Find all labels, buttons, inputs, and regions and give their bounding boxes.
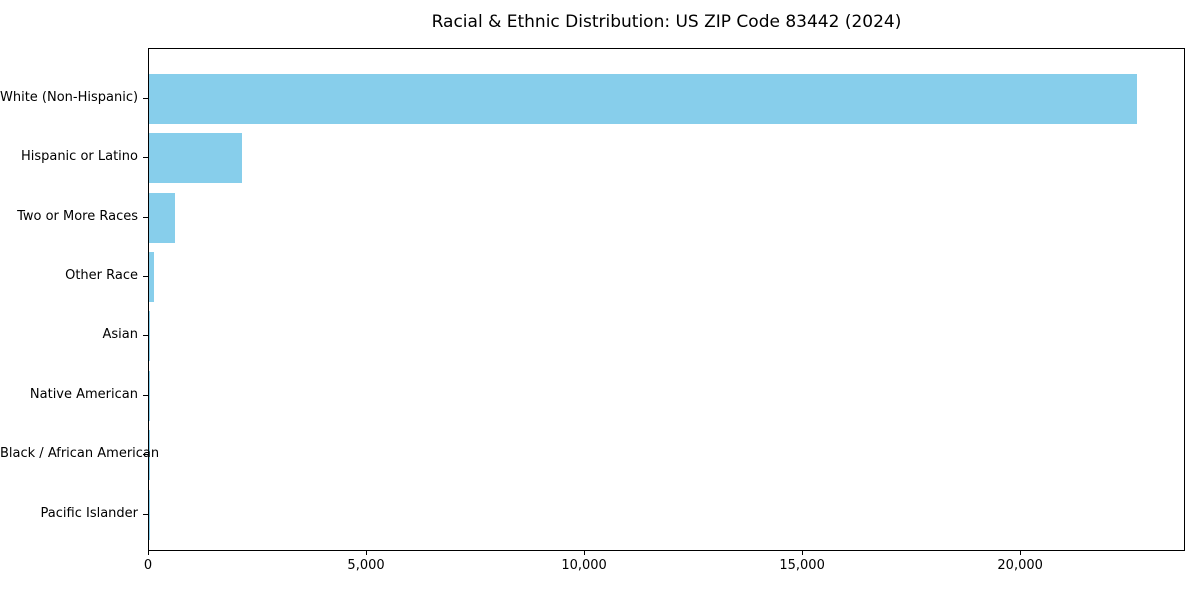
y-tick-mark <box>143 157 148 159</box>
chart-title: Racial & Ethnic Distribution: US ZIP Cod… <box>431 12 902 32</box>
bar <box>149 192 176 243</box>
y-tick-label: Pacific Islander <box>40 505 138 521</box>
x-tick-mark <box>148 551 149 555</box>
y-tick-label: Black / African American <box>0 446 160 462</box>
x-tick-mark <box>366 551 368 555</box>
y-tick-label: Native American <box>29 386 138 402</box>
bar <box>149 73 1137 124</box>
bar <box>149 370 150 421</box>
y-tick-mark <box>143 454 148 456</box>
bar <box>149 251 155 302</box>
y-tick-mark <box>143 275 148 277</box>
y-tick-mark <box>143 97 148 99</box>
bar <box>149 311 151 362</box>
bar <box>149 133 242 184</box>
y-tick-mark <box>143 216 148 218</box>
y-tick-mark <box>143 394 148 396</box>
y-tick-label: Other Race <box>65 267 138 283</box>
x-tick-mark <box>1020 551 1022 555</box>
x-tick-label: 5,000 <box>347 558 385 573</box>
x-tick-label: 10,000 <box>561 558 607 573</box>
y-tick-label: Asian <box>102 327 138 343</box>
x-tick-mark <box>584 551 586 555</box>
y-tick-label: White (Non-Hispanic) <box>0 89 139 105</box>
x-tick-label: 0 <box>143 558 153 573</box>
y-tick-label: Two or More Races <box>17 208 138 224</box>
y-tick-mark <box>143 513 148 515</box>
y-tick-label: Hispanic or Latino <box>20 149 138 165</box>
x-tick-mark <box>802 551 804 555</box>
x-tick-label: 20,000 <box>997 558 1043 573</box>
x-tick-label: 15,000 <box>779 558 825 573</box>
y-tick-mark <box>143 335 148 337</box>
plot-area <box>148 48 1185 551</box>
